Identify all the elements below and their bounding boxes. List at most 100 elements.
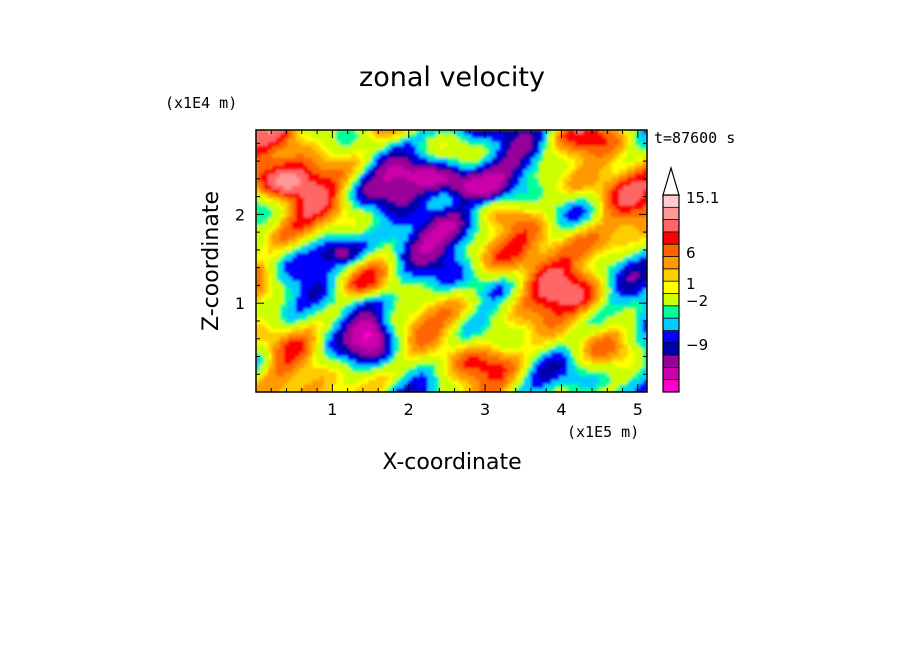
- field-cell: [547, 141, 552, 147]
- field-cell: [587, 288, 592, 294]
- field-cell: [607, 133, 612, 139]
- field-cell: [491, 292, 496, 298]
- field-cell: [343, 332, 349, 338]
- field-cell: [623, 145, 628, 151]
- field-cell: [619, 300, 624, 306]
- field-cell: [383, 169, 389, 175]
- field-cell: [507, 221, 512, 226]
- field-cell: [643, 308, 647, 314]
- field-cell: [511, 153, 516, 159]
- field-cell: [291, 161, 297, 167]
- field-cell: [275, 177, 281, 183]
- field-cell: [475, 133, 481, 139]
- field-cell: [587, 276, 592, 282]
- field-cell: [287, 300, 293, 306]
- field-cell: [311, 197, 317, 203]
- field-cell: [471, 165, 477, 171]
- field-cell: [303, 201, 309, 207]
- field-cell: [311, 292, 317, 298]
- field-cell: [631, 177, 636, 183]
- field-cell: [599, 292, 604, 298]
- field-cell: [375, 340, 381, 345]
- field-cell: [287, 165, 293, 171]
- field-cell: [343, 284, 349, 290]
- field-cell: [595, 185, 600, 191]
- field-cell: [483, 272, 489, 278]
- field-cell: [611, 213, 616, 218]
- field-cell: [487, 177, 492, 183]
- field-cell: [411, 133, 417, 139]
- field-cell: [619, 340, 624, 345]
- field-cell: [455, 245, 461, 250]
- field-cell: [447, 312, 453, 318]
- field-cell: [443, 157, 449, 163]
- field-cell: [323, 328, 329, 334]
- field-cell: [627, 217, 632, 222]
- field-cell: [555, 332, 560, 338]
- field-cell: [495, 284, 500, 290]
- field-cell: [491, 300, 496, 306]
- field-cell: [595, 149, 600, 155]
- field-cell: [631, 316, 636, 322]
- field-cell: [615, 217, 620, 222]
- field-cell: [287, 157, 293, 163]
- field-cell: [403, 304, 409, 310]
- field-cell: [635, 272, 640, 278]
- field-cell: [583, 237, 588, 242]
- field-cell: [467, 308, 473, 314]
- field-cell: [611, 149, 616, 155]
- field-cell: [395, 308, 401, 314]
- field-cell: [363, 197, 369, 203]
- field-cell: [387, 133, 393, 139]
- field-cell: [627, 324, 632, 330]
- field-cell: [323, 165, 329, 171]
- field-cell: [327, 130, 333, 135]
- field-cell: [619, 272, 624, 278]
- field-cell: [555, 344, 560, 349]
- field-cell: [443, 280, 449, 286]
- field-cell: [547, 268, 552, 274]
- field-cell: [395, 141, 401, 147]
- field-cell: [471, 201, 477, 207]
- field-cell: [323, 312, 329, 318]
- field-cell: [579, 205, 584, 210]
- field-cell: [419, 272, 425, 278]
- field-cell: [451, 213, 457, 218]
- field-cell: [595, 332, 600, 338]
- field-cell: [335, 292, 341, 298]
- field-cell: [379, 149, 385, 155]
- field-cell: [527, 201, 532, 207]
- field-cell: [323, 229, 329, 234]
- field-cell: [563, 280, 568, 286]
- field-cell: [331, 264, 337, 270]
- field-cell: [327, 193, 333, 199]
- field-cell: [591, 217, 596, 222]
- field-cell: [399, 141, 405, 147]
- field-cell: [315, 296, 321, 302]
- field-cell: [407, 229, 413, 234]
- field-cell: [279, 348, 285, 353]
- field-cell: [639, 130, 644, 135]
- field-cell: [579, 193, 584, 199]
- field-cell: [587, 300, 592, 306]
- field-cell: [295, 257, 301, 262]
- field-cell: [387, 173, 393, 179]
- field-cell: [587, 205, 592, 210]
- field-cell: [431, 137, 437, 143]
- field-cell: [256, 304, 261, 310]
- field-cell: [619, 213, 624, 218]
- field-cell: [643, 312, 647, 318]
- field-cell: [327, 261, 333, 266]
- field-cell: [299, 233, 305, 238]
- field-cell: [455, 340, 461, 345]
- field-cell: [595, 177, 600, 183]
- field-cell: [435, 217, 441, 222]
- field-cell: [479, 213, 485, 218]
- field-cell: [531, 149, 536, 155]
- field-cell: [623, 185, 628, 191]
- field-cell: [263, 284, 269, 290]
- field-cell: [455, 328, 461, 334]
- field-cell: [375, 189, 381, 195]
- field-cell: [571, 272, 576, 278]
- field-cell: [299, 185, 305, 191]
